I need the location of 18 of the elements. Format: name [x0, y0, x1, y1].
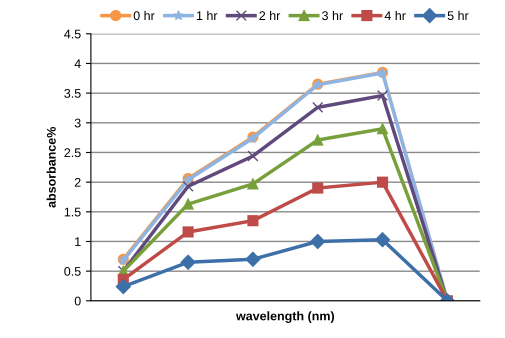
y-tick-label: 4.5 [64, 30, 81, 38]
y-tick-label: 0 [74, 296, 81, 306]
y-tick-label: 2 [74, 178, 81, 187]
y-tick-label: 3.5 [64, 88, 81, 98]
y-tick-label: 4 [74, 59, 81, 68]
x-axis-title: wavelength (nm) [236, 311, 334, 323]
y-tick-label: 0.5 [64, 266, 81, 276]
legend-label: 3 hr [322, 10, 343, 20]
legend-label: 1 hr [196, 10, 218, 20]
legend-label: 2 hr [259, 10, 280, 20]
y-axis-title: absorbance% [46, 126, 56, 208]
y-tick-label: 1.5 [64, 208, 81, 216]
y-tick-label: 2.5 [64, 148, 81, 158]
legend-label: 4 hr [384, 10, 406, 20]
legend-label: 5 hr [448, 10, 468, 20]
y-tick-label: 3 [74, 118, 81, 128]
y-tick-label: 1 [75, 237, 81, 246]
legend-label: 0 hr [134, 10, 155, 20]
